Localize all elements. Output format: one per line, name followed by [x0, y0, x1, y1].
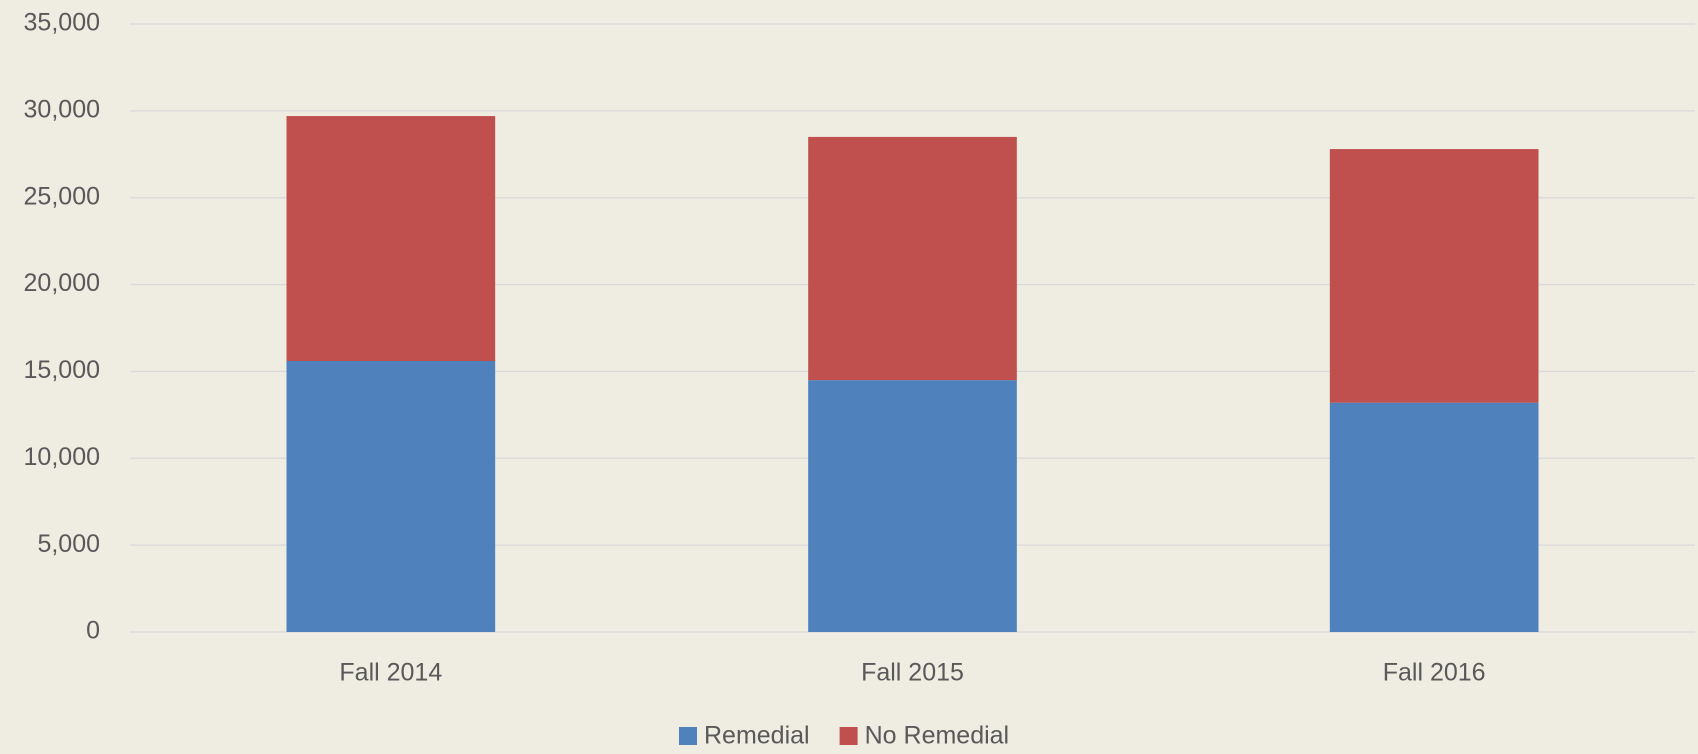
x-tick-label: Fall 2015	[861, 659, 964, 687]
y-tick-label: 0	[86, 617, 100, 645]
legend-swatch	[679, 727, 697, 745]
x-tick-label: Fall 2016	[1383, 659, 1486, 687]
y-tick-label: 35,000	[24, 9, 100, 37]
bar-segment	[1329, 149, 1539, 403]
y-tick-label: 30,000	[24, 95, 100, 123]
legend-label: No Remedial	[865, 722, 1010, 750]
bar-segment	[286, 361, 496, 632]
bar-segment	[808, 136, 1017, 381]
y-tick-label: 20,000	[24, 269, 100, 297]
y-tick-label: 10,000	[24, 443, 100, 471]
y-tick-label: 25,000	[24, 182, 100, 210]
bar-segment	[808, 380, 1017, 632]
y-tick-label: 15,000	[24, 356, 100, 384]
legend-swatch	[839, 727, 858, 745]
bar-segment	[286, 116, 496, 362]
bar-segment	[1329, 402, 1539, 632]
y-tick-label: 5,000	[37, 530, 100, 558]
x-tick-label: Fall 2014	[339, 659, 442, 687]
legend-label: Remedial	[704, 722, 810, 750]
